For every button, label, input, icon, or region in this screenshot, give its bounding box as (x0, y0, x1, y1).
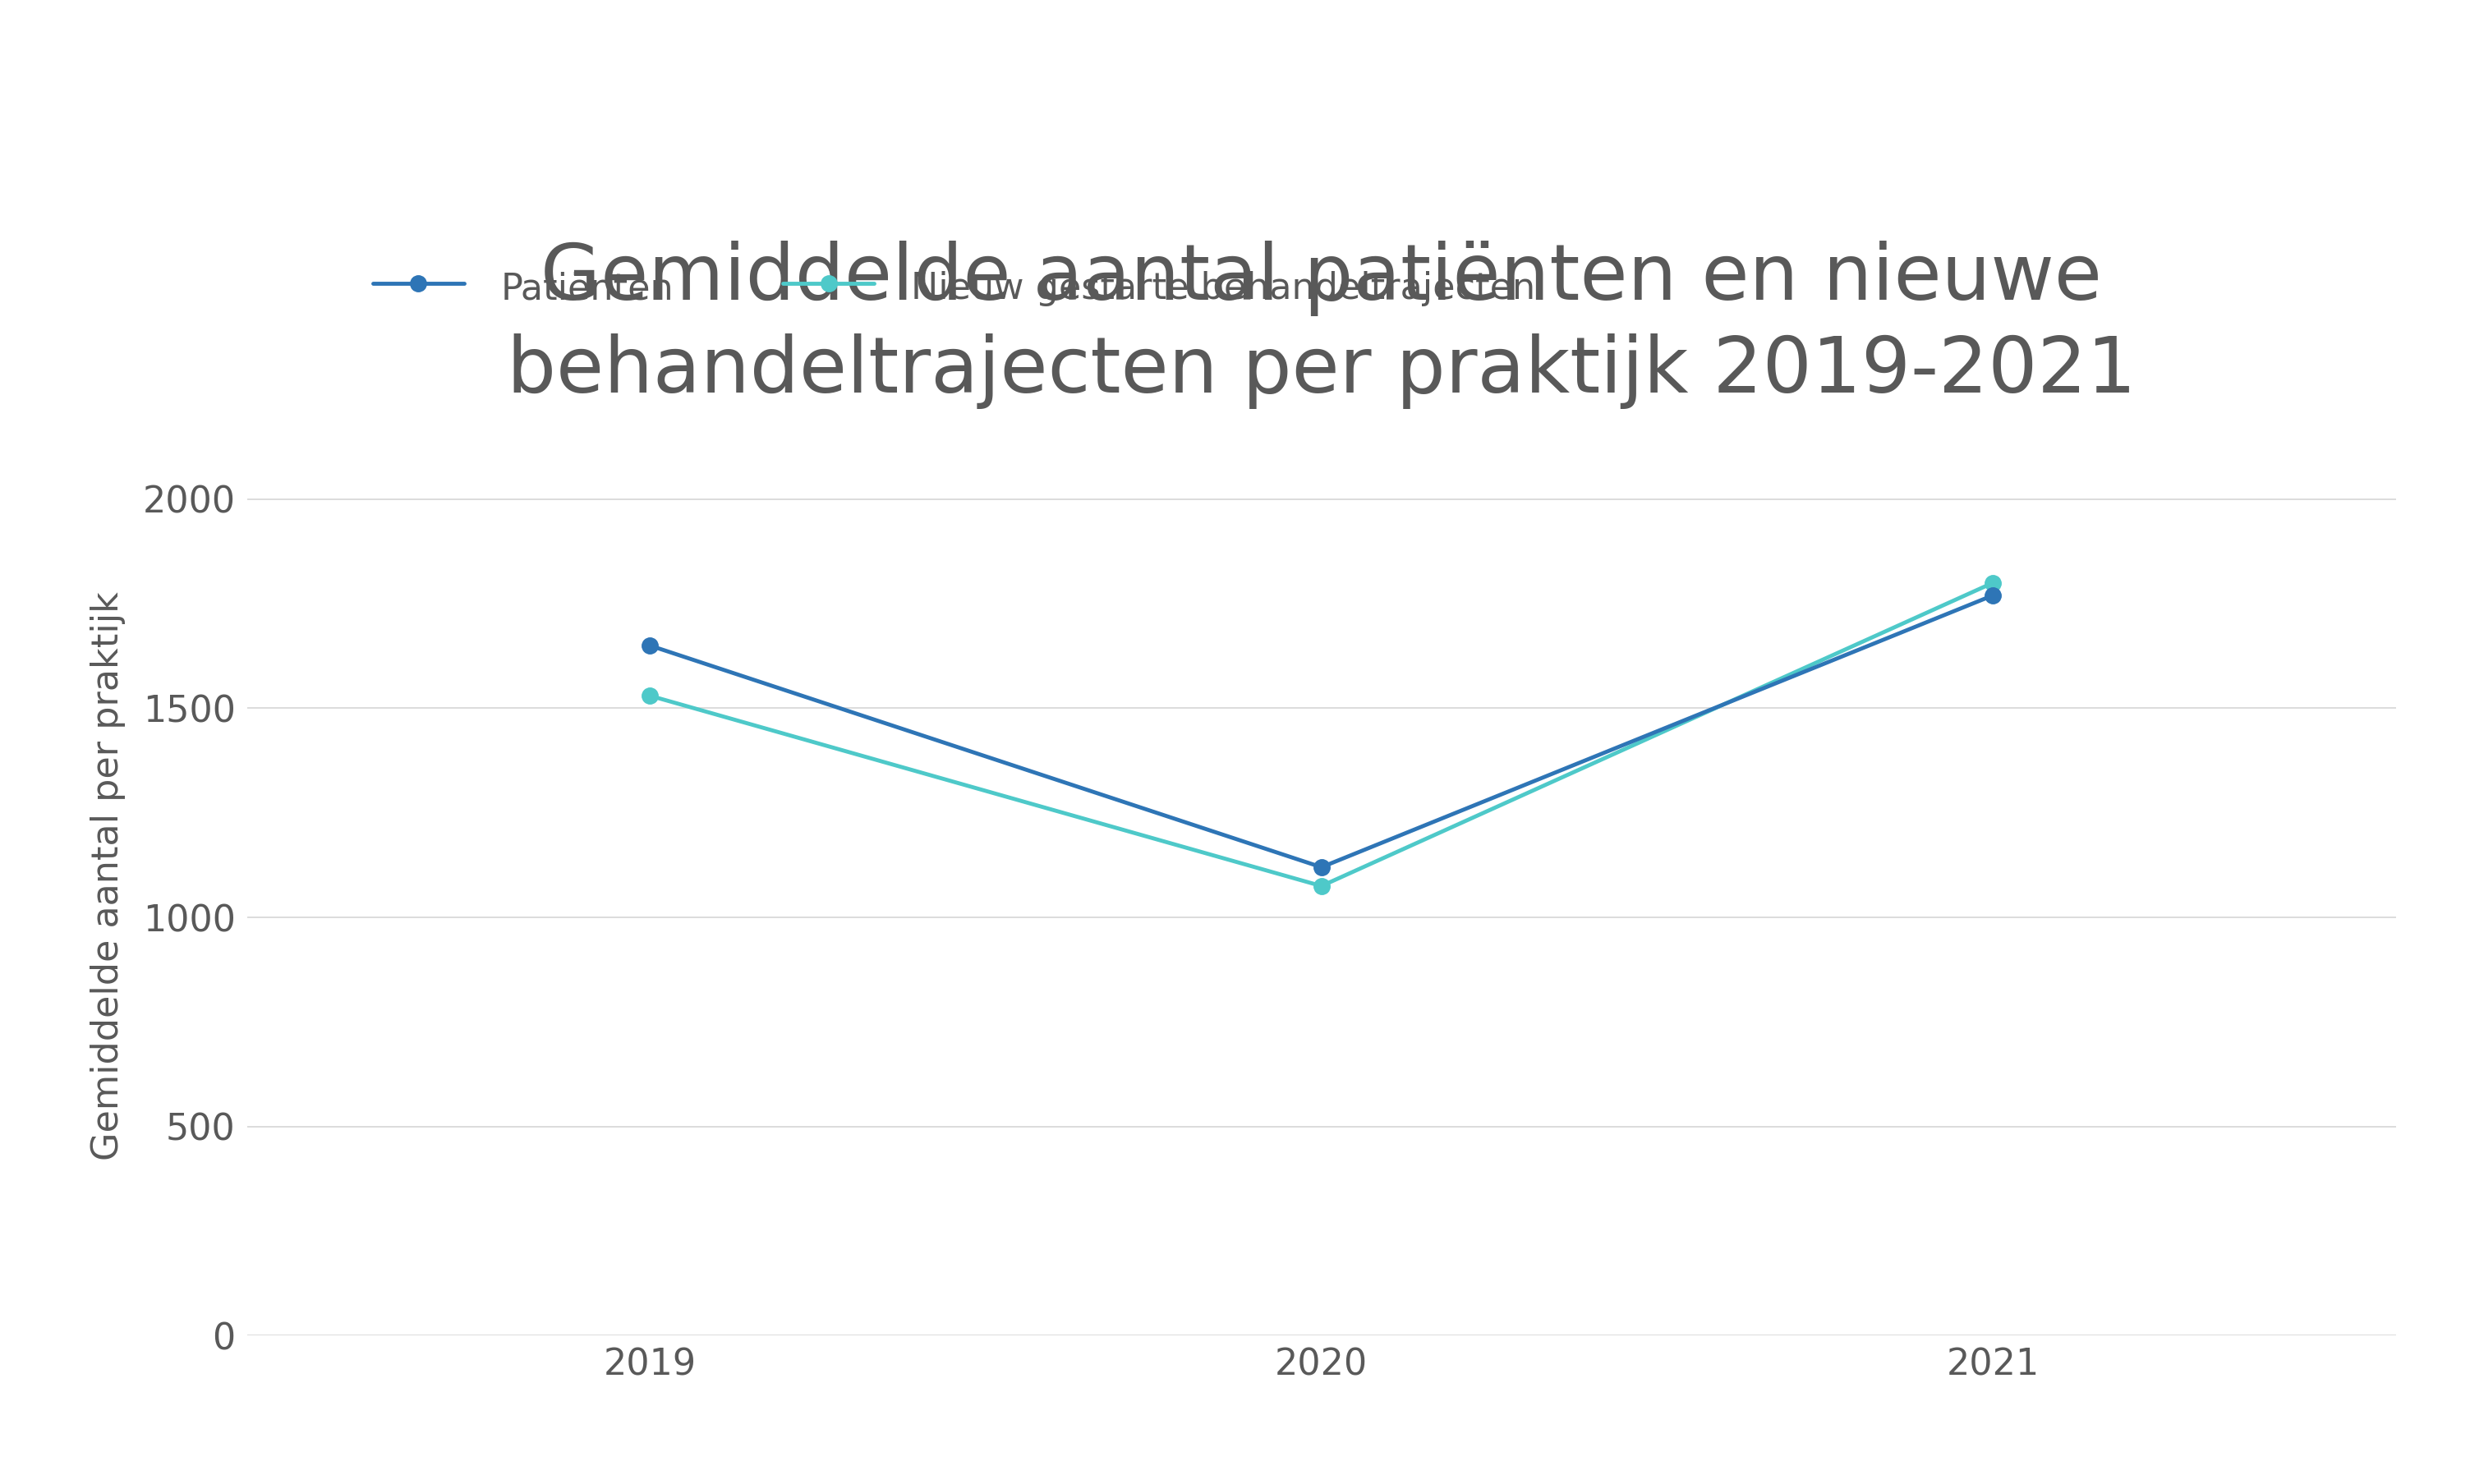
Title: Gemiddelde aantal patiënten en nieuwe
behandeltrajecten per praktijk 2019-2021: Gemiddelde aantal patiënten en nieuwe be… (506, 240, 2137, 410)
Line: Nieuw gestarte behandeltrajecten: Nieuw gestarte behandeltrajecten (642, 574, 2001, 893)
Y-axis label: Gemiddelde aantal per praktijk: Gemiddelde aantal per praktijk (91, 591, 126, 1160)
Nieuw gestarte behandeltrajecten (1307, 877, 1336, 895)
Patiënten (1307, 858, 1336, 876)
Nieuw gestarte behandeltrajecten (1978, 574, 2008, 592)
Nieuw gestarte behandeltrajecten (635, 687, 664, 705)
Patiënten (635, 637, 664, 654)
Legend: Patiënten, Nieuw gestarte behandeltrajecten: Patiënten, Nieuw gestarte behandeltrajec… (373, 269, 1536, 307)
Patiënten (1978, 586, 2008, 604)
Line: Patiënten: Patiënten (642, 588, 2001, 876)
